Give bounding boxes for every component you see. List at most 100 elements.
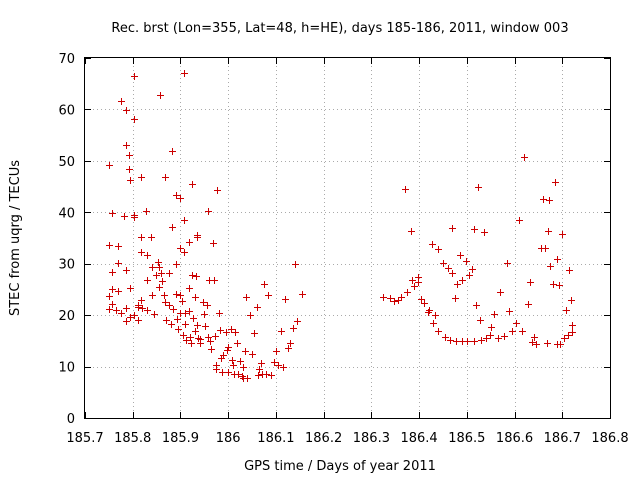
data-point xyxy=(177,292,184,299)
data-point xyxy=(177,245,184,252)
data-point xyxy=(254,304,261,311)
data-point xyxy=(193,273,200,280)
data-point xyxy=(475,184,482,191)
data-point xyxy=(521,154,528,161)
data-point xyxy=(170,306,177,313)
data-point xyxy=(519,328,526,335)
data-point xyxy=(115,243,122,250)
data-point xyxy=(263,371,270,378)
data-point xyxy=(418,296,425,303)
data-point xyxy=(162,174,169,181)
data-point xyxy=(232,329,239,336)
x-tick-label: 185.7 xyxy=(66,431,103,446)
data-point xyxy=(106,162,113,169)
data-point xyxy=(173,291,180,298)
data-point xyxy=(271,359,278,366)
data-point xyxy=(188,340,195,347)
data-point xyxy=(568,297,575,304)
data-point xyxy=(131,116,138,123)
data-point xyxy=(149,292,156,299)
data-point xyxy=(421,300,428,307)
data-point xyxy=(229,357,236,364)
data-point xyxy=(156,284,163,291)
data-point xyxy=(151,311,158,318)
data-point xyxy=(481,229,488,236)
data-point xyxy=(234,340,241,347)
data-point xyxy=(550,281,557,288)
data-point xyxy=(182,321,189,328)
x-axis: 185.7 185.8 185.9 186 186.1 186.2 186.3 186.4 18… xyxy=(66,58,629,446)
data-point xyxy=(126,152,133,159)
data-point xyxy=(225,344,232,351)
data-point xyxy=(123,318,130,325)
data-point xyxy=(194,322,201,329)
data-point xyxy=(148,234,155,241)
data-point xyxy=(138,249,145,256)
data-point xyxy=(118,98,125,105)
data-point xyxy=(225,369,232,376)
data-point xyxy=(261,281,268,288)
grid-lines xyxy=(85,58,610,418)
data-point xyxy=(487,332,494,339)
data-point xyxy=(219,369,226,376)
data-point xyxy=(109,269,116,276)
data-point xyxy=(546,197,553,204)
data-point xyxy=(506,308,513,315)
data-point xyxy=(395,297,402,304)
data-point xyxy=(531,334,538,341)
data-point xyxy=(265,292,272,299)
data-point xyxy=(452,295,459,302)
data-point xyxy=(540,196,547,203)
data-point xyxy=(544,340,551,347)
data-point xyxy=(149,264,156,271)
data-point xyxy=(478,337,485,344)
y-tick-label: 30 xyxy=(58,258,75,273)
data-point xyxy=(380,294,387,301)
x-tick-label: 186.8 xyxy=(591,431,628,446)
data-point xyxy=(210,240,217,247)
data-point xyxy=(251,330,258,337)
data-point xyxy=(138,174,145,181)
data-point xyxy=(123,142,130,149)
data-point xyxy=(127,314,134,321)
data-point xyxy=(181,70,188,77)
data-point xyxy=(432,312,439,319)
data-point xyxy=(166,270,173,277)
data-point xyxy=(509,328,516,335)
x-tick-label: 186.2 xyxy=(305,431,342,446)
y-tick-label: 40 xyxy=(58,206,75,221)
data-point xyxy=(459,277,466,284)
data-point xyxy=(106,242,113,249)
data-point xyxy=(207,338,214,345)
data-point xyxy=(174,316,181,323)
data-point xyxy=(569,329,576,336)
data-point xyxy=(249,351,256,358)
data-point xyxy=(449,225,456,232)
data-point xyxy=(554,256,561,263)
data-point xyxy=(404,289,411,296)
data-point xyxy=(109,301,116,308)
data-point xyxy=(123,267,130,274)
data-point xyxy=(157,92,164,99)
data-point xyxy=(208,346,215,353)
data-point xyxy=(430,320,437,327)
data-point xyxy=(126,166,133,173)
data-point xyxy=(447,337,454,344)
data-point xyxy=(173,192,180,199)
y-tick-label: 70 xyxy=(58,52,75,67)
data-point xyxy=(123,305,130,312)
data-point xyxy=(242,348,249,355)
data-point xyxy=(554,341,561,348)
x-tick-label: 186.3 xyxy=(353,431,390,446)
data-point xyxy=(442,334,449,341)
data-point xyxy=(287,340,294,347)
data-point xyxy=(513,320,520,327)
data-point xyxy=(504,260,511,267)
data-point xyxy=(202,323,209,330)
data-point xyxy=(181,249,188,256)
data-point xyxy=(143,208,150,215)
data-point xyxy=(230,362,237,369)
data-point xyxy=(162,299,169,306)
data-point xyxy=(501,333,508,340)
data-point xyxy=(299,291,306,298)
